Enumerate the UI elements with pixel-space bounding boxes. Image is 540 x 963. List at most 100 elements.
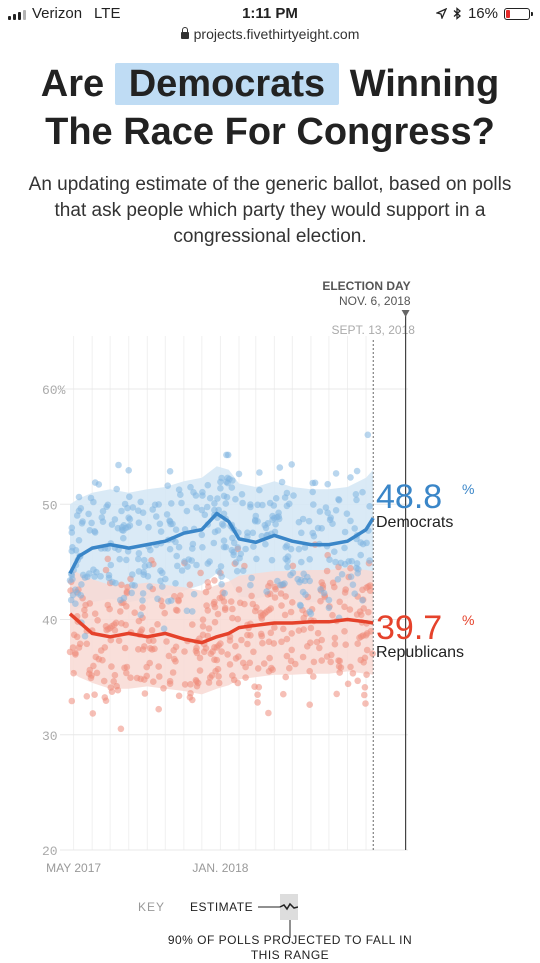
democrat-poll-dot xyxy=(145,524,152,531)
democrat-poll-dot xyxy=(230,548,237,556)
democrat-poll-dot xyxy=(300,570,308,578)
democrat-poll-dot xyxy=(166,518,174,525)
democrat-poll-dot xyxy=(218,581,225,588)
democrat-poll-dot xyxy=(139,590,147,597)
republican-poll-dot xyxy=(362,700,369,707)
democrat-poll-dot xyxy=(188,557,195,564)
democrat-poll-dot xyxy=(332,558,339,566)
republican-poll-dot xyxy=(86,600,94,607)
democrat-poll-dot xyxy=(222,543,230,551)
republican-poll-dot xyxy=(331,634,339,642)
republican-poll-dot xyxy=(102,566,110,574)
republican-poll-dot xyxy=(197,569,204,577)
democrat-poll-dot xyxy=(211,506,218,514)
democrat-poll-dot xyxy=(153,513,160,520)
democrat-poll-dot xyxy=(289,569,297,577)
republican-poll-dot xyxy=(172,658,179,665)
democrat-poll-dot xyxy=(184,563,191,570)
republican-poll-dot xyxy=(133,674,141,682)
democrat-poll-dot xyxy=(281,580,288,587)
republican-poll-dot xyxy=(70,631,78,639)
republican-poll-dot xyxy=(318,579,326,586)
democrat-poll-dot xyxy=(254,501,261,509)
democrat-poll-dot xyxy=(108,521,116,528)
republican-poll-dot xyxy=(181,648,188,655)
title-line-2: The Race For Congress? xyxy=(45,111,495,153)
republican-poll-dot xyxy=(307,624,315,632)
republican-poll-dot xyxy=(318,657,326,664)
democrat-poll-dot xyxy=(129,504,137,511)
democrat-poll-dot xyxy=(309,488,317,496)
democrat-poll-dot xyxy=(85,510,92,518)
republican-poll-dot xyxy=(265,638,273,646)
democrat-poll-dot xyxy=(237,550,245,558)
republican-poll-dot xyxy=(100,677,108,685)
republican-poll-dot xyxy=(94,617,101,624)
democrat-poll-dot xyxy=(203,503,211,511)
democrat-poll-dot xyxy=(284,563,291,571)
democrat-poll-dot xyxy=(79,571,87,579)
republican-poll-dot xyxy=(232,642,239,650)
democrat-poll-dot xyxy=(74,590,82,597)
democrat-poll-dot xyxy=(347,474,354,481)
republican-poll-dot xyxy=(361,684,369,691)
democrat-poll-dot xyxy=(230,539,238,547)
republican-poll-dot xyxy=(137,628,144,635)
republican-poll-dot xyxy=(92,653,100,661)
democrat-poll-dot xyxy=(239,567,247,574)
democrat-poll-dot xyxy=(264,520,272,527)
democrat-poll-dot xyxy=(178,499,185,507)
democrat-poll-dot xyxy=(166,545,174,553)
democrat-poll-dot xyxy=(151,501,159,509)
democrat-poll-dot xyxy=(68,529,76,536)
democrat-poll-dot xyxy=(359,597,366,604)
democrat-poll-dot xyxy=(347,573,355,580)
democrat-poll-dot xyxy=(199,544,206,551)
republican-poll-dot xyxy=(314,629,322,637)
democrat-poll-dot xyxy=(140,571,147,578)
democrat-poll-dot xyxy=(85,570,93,577)
republican-poll-dot xyxy=(267,629,275,637)
republican-poll-dot xyxy=(295,627,303,634)
republican-poll-dot xyxy=(221,606,229,613)
democrat-poll-dot xyxy=(104,501,112,509)
republican-poll-dot xyxy=(121,664,128,672)
republican-poll-dot xyxy=(127,674,134,681)
republican-poll-dot xyxy=(107,636,115,644)
democrat-poll-dot xyxy=(348,557,356,565)
y-tick-label: 60% xyxy=(42,383,66,398)
address-bar[interactable]: projects.fivethirtyeight.com xyxy=(0,26,540,42)
republican-poll-dot xyxy=(242,674,249,681)
democrat-poll-dot xyxy=(290,492,297,499)
republican-poll-dot xyxy=(204,579,212,586)
republican-poll-dot xyxy=(257,609,264,617)
page-title: Are Democrats Winning The Race For Congr… xyxy=(0,60,540,156)
democrat-poll-dot xyxy=(111,516,119,523)
republican-poll-dot xyxy=(72,649,79,657)
republican-poll-dot xyxy=(257,630,265,638)
democrat-poll-dot xyxy=(175,543,183,551)
democrat-poll-dot xyxy=(217,478,224,486)
republican-poll-dot xyxy=(186,694,194,701)
democrat-poll-dot xyxy=(322,504,330,511)
democrat-poll-dot xyxy=(306,556,314,563)
democrat-poll-dot xyxy=(229,477,236,484)
election-day-label: ELECTION DAY xyxy=(322,279,410,293)
republican-poll-dot xyxy=(165,652,173,660)
republican-poll-dot xyxy=(318,636,326,644)
democrat-poll-dot xyxy=(210,539,218,547)
generic-ballot-chart[interactable]: 60% 50 40 30 20 MAY 2017 JAN. 2018 SEPT. 13, 20… xyxy=(0,270,540,900)
republican-poll-dot xyxy=(363,646,371,654)
democrat-poll-dot xyxy=(214,527,222,534)
democrat-poll-dot xyxy=(341,544,348,552)
democrat-poll-dot xyxy=(78,520,86,527)
democrat-poll-dot xyxy=(99,518,107,525)
democrat-poll-dot xyxy=(156,520,164,528)
republican-poll-dot xyxy=(169,669,177,676)
democrat-poll-dot xyxy=(262,540,269,548)
democrat-poll-dot xyxy=(223,493,231,501)
democrat-poll-dot xyxy=(198,531,206,539)
democrat-poll-dot xyxy=(172,526,180,533)
democrat-poll-dot xyxy=(256,486,263,494)
republican-poll-dot xyxy=(213,656,221,664)
